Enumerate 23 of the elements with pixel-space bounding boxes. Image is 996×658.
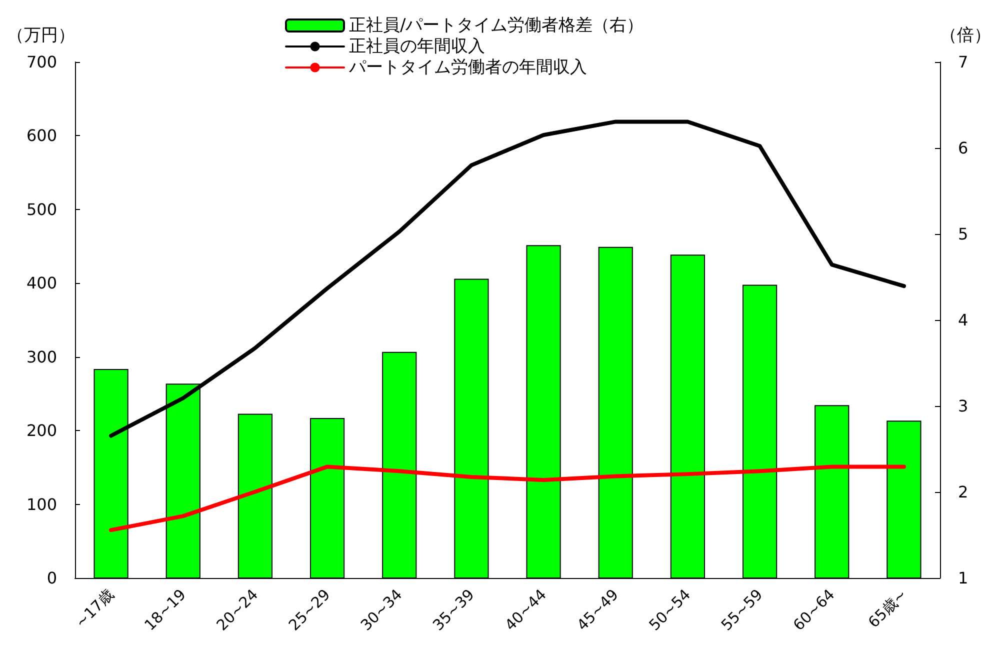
y2-tick-label: 4	[958, 310, 968, 330]
y2-tick-label: 6	[958, 138, 968, 158]
y-tick-label: 0	[46, 568, 57, 588]
y2-axis-title: （倍）	[940, 26, 991, 46]
y2-tick-label: 7	[958, 52, 968, 72]
y-tick-label: 500	[26, 200, 57, 219]
x-tick-label: 65歳~	[864, 586, 910, 632]
y-tick-label: 200	[26, 421, 57, 440]
y2-tick-label: 2	[958, 482, 968, 502]
y2-tick-label: 3	[958, 396, 968, 416]
y-tick-label: 700	[26, 52, 57, 72]
line-series	[109, 464, 906, 532]
y2-tick-label: 1	[958, 568, 968, 588]
y-tick-label: 400	[26, 274, 57, 293]
legend-label: パートタイム労働者の年間収入	[348, 58, 587, 78]
y-axis-title: （万円）	[7, 26, 75, 46]
legend-label: 正社員の年間収入	[349, 36, 485, 56]
y-tick-label: 600	[26, 126, 57, 146]
y-tick-label: 100	[26, 494, 57, 514]
x-tick-label: ~17歳	[72, 586, 118, 632]
legend-label: 正社員/パートタイム労働者格差（右）	[349, 16, 644, 36]
y2-tick-label: 5	[958, 224, 968, 244]
y-tick-label: 300	[26, 347, 57, 366]
